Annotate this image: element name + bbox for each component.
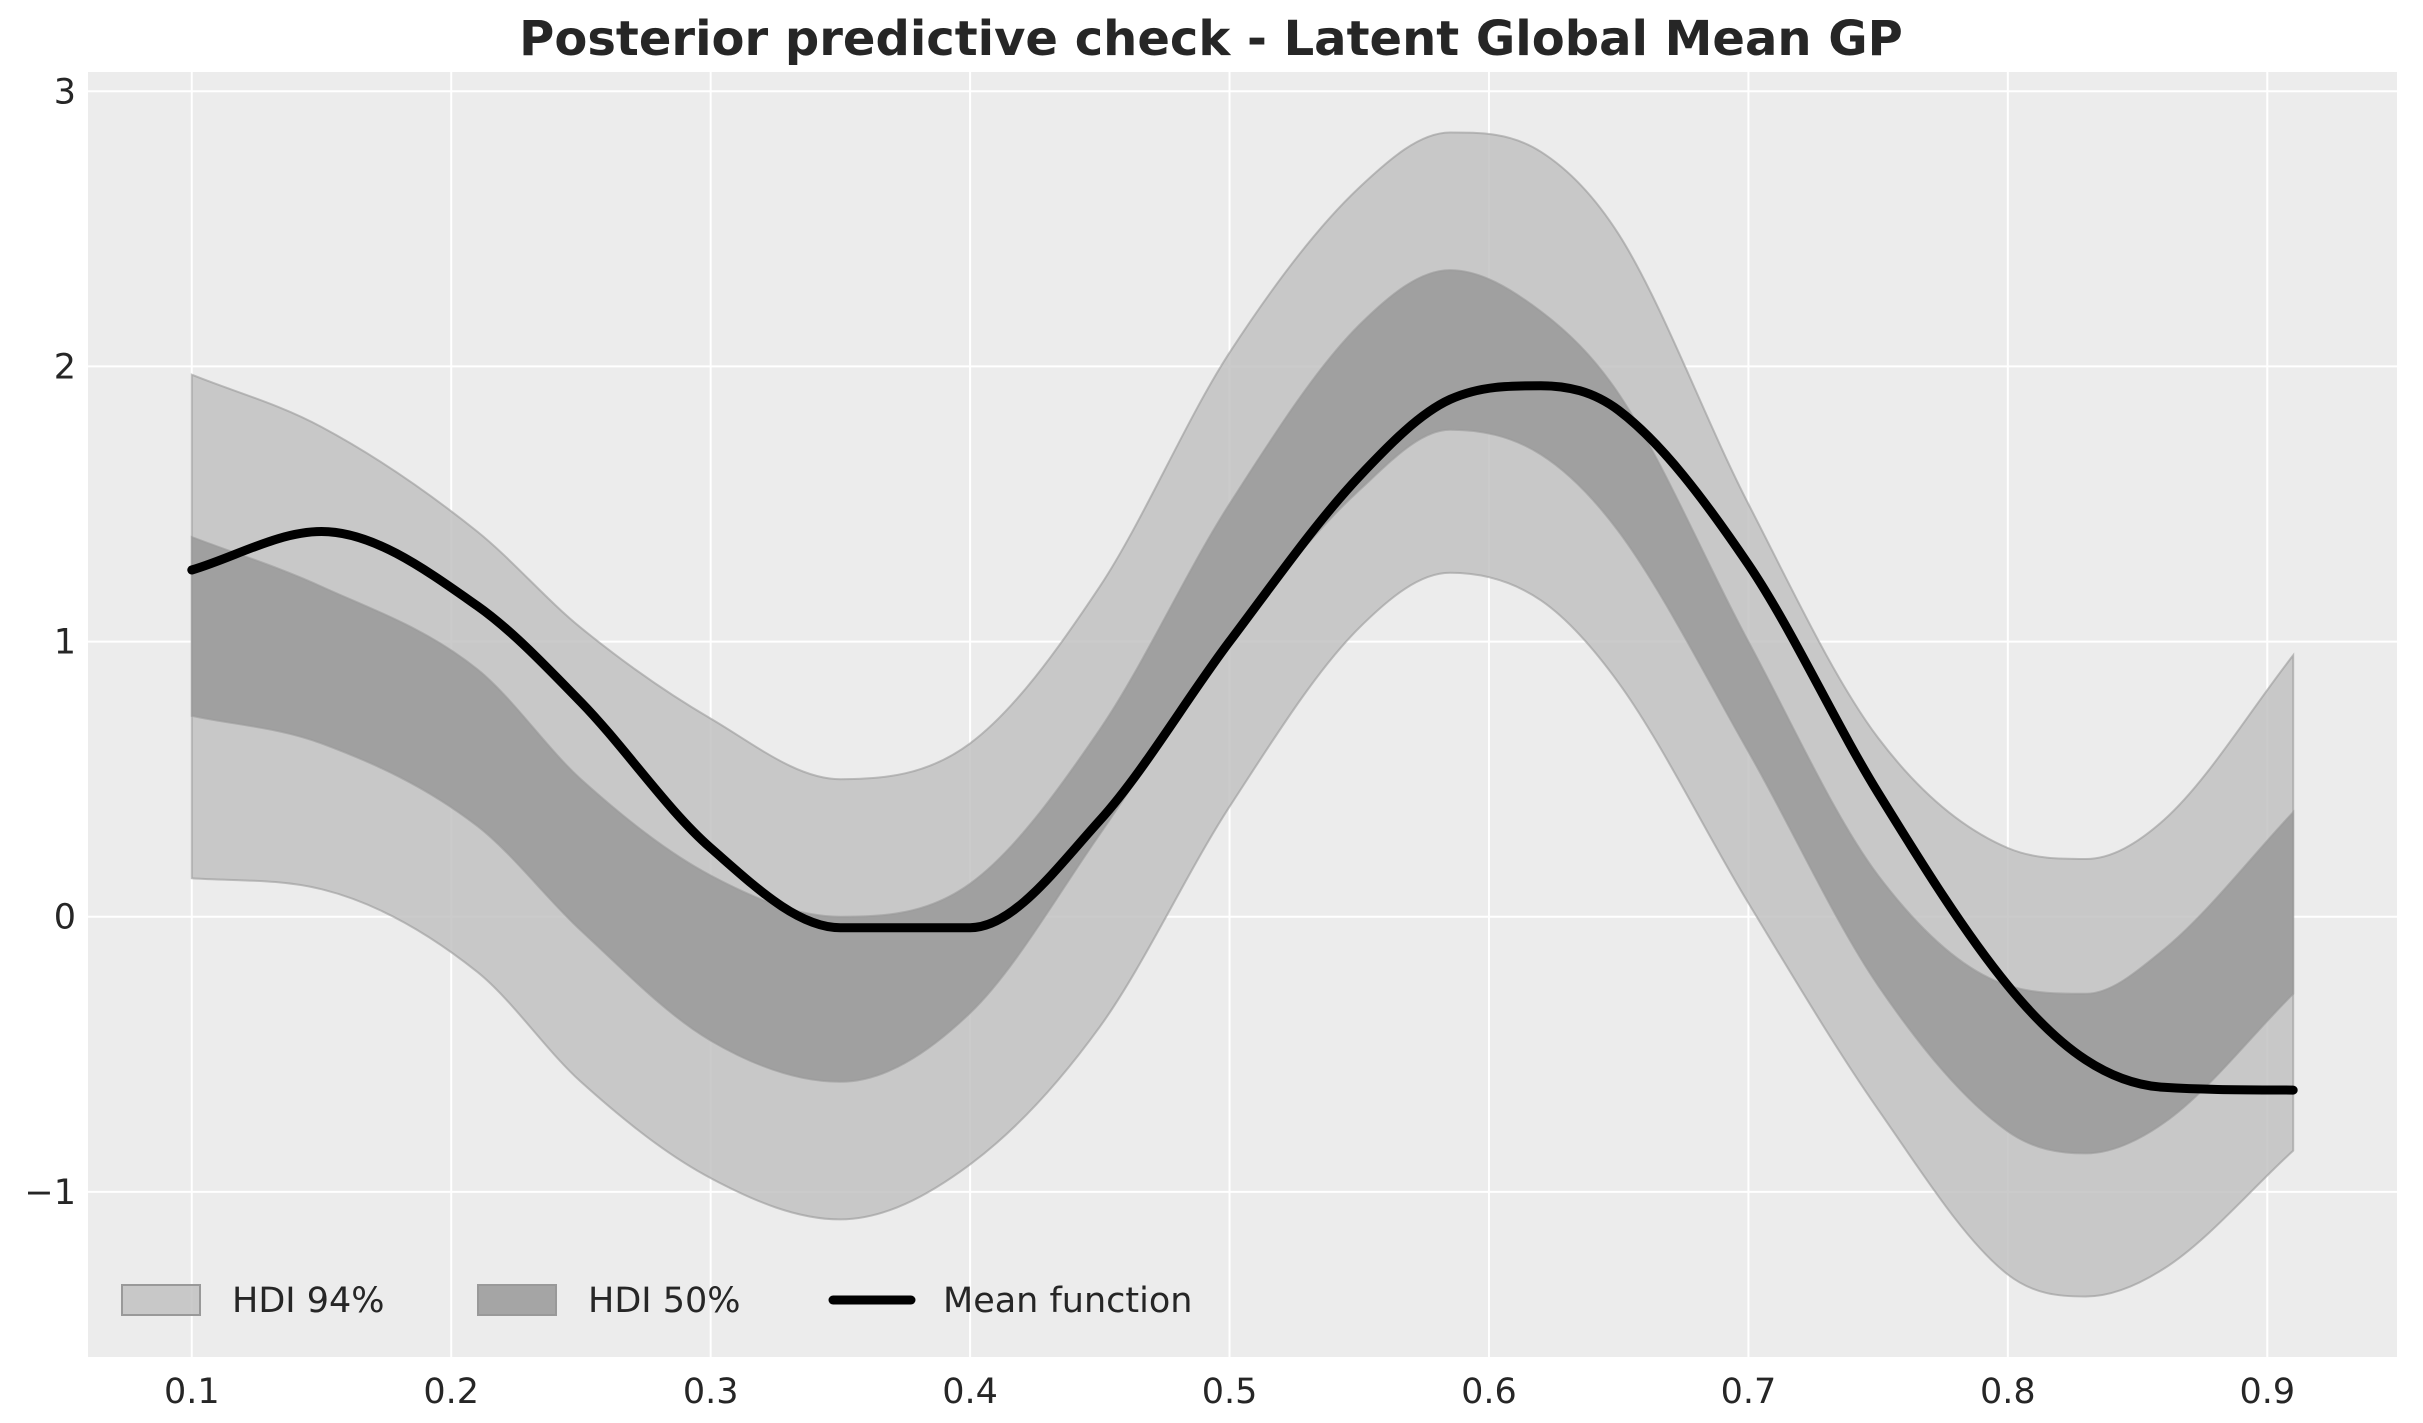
- legend-swatch: [477, 1284, 557, 1316]
- x-tick-label: 0.1: [164, 1372, 220, 1412]
- chart-title: Posterior predictive check - Latent Glob…: [519, 11, 1903, 67]
- y-tick-label: 2: [54, 347, 76, 387]
- hdi-50-band: [190, 269, 2295, 1155]
- y-tick-label: 1: [54, 623, 76, 663]
- legend-item-mean-function: Mean function: [828, 1281, 1192, 1321]
- x-tick-label: 0.3: [683, 1372, 739, 1412]
- x-tick-label: 0.4: [942, 1372, 998, 1412]
- x-tick-label: 0.2: [423, 1372, 479, 1412]
- mean-function-line: [187, 381, 2298, 1095]
- x-tick-label: 0.6: [1461, 1372, 1517, 1412]
- y-tick-label: −1: [24, 1173, 76, 1213]
- y-tick-label: 0: [54, 898, 76, 938]
- y-tick-label: 3: [54, 72, 76, 112]
- legend-label: HDI 94%: [232, 1281, 385, 1321]
- x-tick-label: 0.8: [1980, 1372, 2036, 1412]
- x-tick-label: 0.5: [1202, 1372, 1258, 1412]
- x-tick-label: 0.7: [1721, 1372, 1777, 1412]
- x-tick-label: 0.9: [2239, 1372, 2295, 1412]
- tick-layer: 0.1 0.2 0.3 0.4 0.5 0.6 0.7 0.8 0.9 −1 0 1 2 3: [24, 72, 2295, 1412]
- legend-swatch: [121, 1284, 201, 1316]
- legend-label: HDI 50%: [588, 1281, 741, 1321]
- legend: HDI 94% HDI 50% Mean function: [121, 1281, 1192, 1321]
- legend-item-hdi-94: HDI 94%: [121, 1281, 385, 1321]
- line-layer: [187, 381, 2298, 1095]
- band-layer: [190, 131, 2295, 1298]
- legend-label: Mean function: [943, 1281, 1192, 1321]
- legend-item-hdi-50: HDI 50%: [477, 1281, 741, 1321]
